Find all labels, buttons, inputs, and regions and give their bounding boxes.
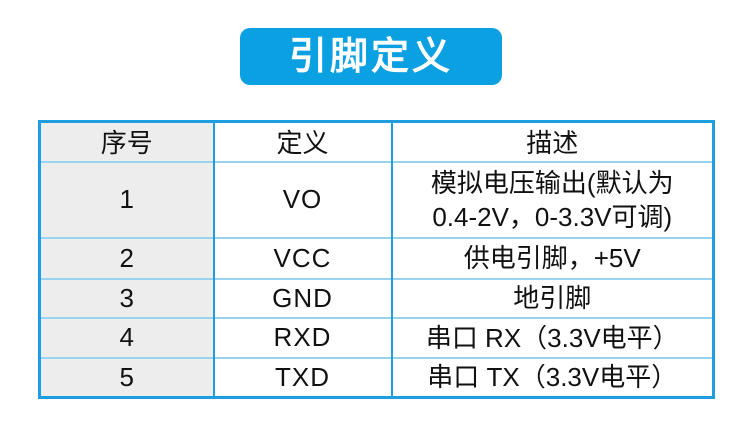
pin-description: 串口 TX（3.3V电平）: [390, 356, 714, 398]
pin-number: 3: [39, 277, 214, 318]
pin-definition-table: 序号 定义 描述 1 VO 模拟电压输出(默认为 0.4-2V，0-3.3V可调…: [38, 120, 715, 399]
table-header-row: 序号 定义 描述: [39, 121, 714, 162]
table-row-pin-5: 5 TXD 串口 TX（3.3V电平）: [39, 356, 714, 398]
pin-description: 供电引脚，+5V: [390, 236, 714, 279]
pin-description: 地引脚: [390, 277, 714, 318]
section-title-badge: 引脚定义: [240, 28, 502, 85]
pin-number: 2: [39, 236, 214, 279]
pin-definition: RXD: [212, 316, 392, 358]
table-row-pin-1: 1 VO 模拟电压输出(默认为 0.4-2V，0-3.3V可调): [39, 160, 714, 238]
pin-number: 5: [39, 356, 214, 398]
pin-definition: GND: [212, 277, 392, 318]
pin-number: 4: [39, 316, 214, 358]
table-row-pin-3: 3 GND 地引脚: [39, 277, 714, 318]
column-header-description: 描述: [390, 121, 714, 162]
pin-description: 模拟电压输出(默认为 0.4-2V，0-3.3V可调): [390, 160, 714, 238]
pin-description: 串口 RX（3.3V电平）: [390, 316, 714, 358]
pin-definition: VCC: [212, 236, 392, 279]
pin-definition: VO: [212, 160, 392, 238]
pin-number: 1: [39, 160, 214, 238]
column-header-definition: 定义: [212, 121, 392, 162]
table-row-pin-4: 4 RXD 串口 RX（3.3V电平）: [39, 316, 714, 358]
pin-definition: TXD: [212, 356, 392, 398]
table-row-pin-2: 2 VCC 供电引脚，+5V: [39, 236, 714, 279]
column-header-number: 序号: [39, 121, 214, 162]
section-title: 引脚定义: [288, 35, 453, 78]
